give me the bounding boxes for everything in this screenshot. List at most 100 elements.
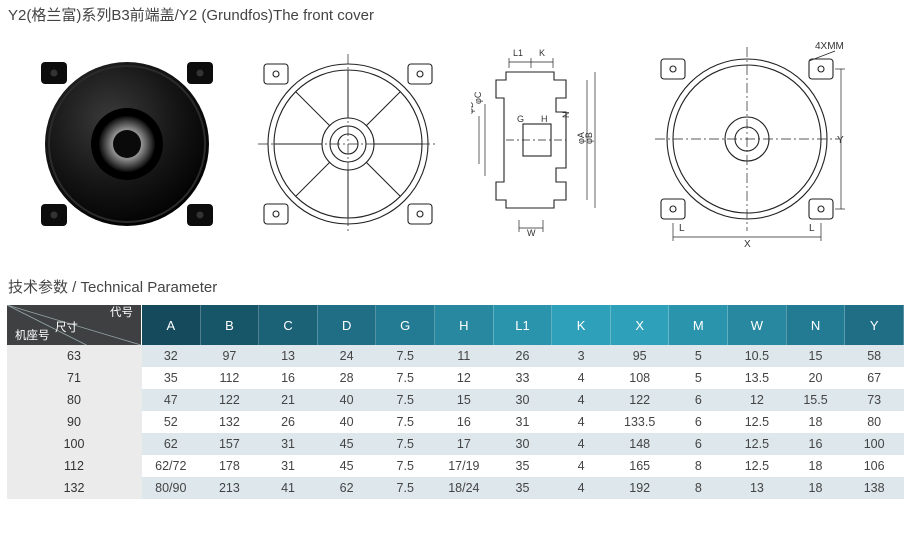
bolt-pattern-drawing: X Y 4XMM L L	[649, 39, 849, 254]
row-header: 100	[7, 433, 142, 455]
row-header: 132	[7, 477, 142, 499]
dim-k: K	[539, 48, 545, 58]
table-cell: 15	[786, 345, 845, 367]
side-section-drawing: L1 K φD φC G H N φA φB W	[471, 44, 621, 249]
table-cell: 4	[552, 477, 611, 499]
table-cell: 8	[669, 477, 728, 499]
table-corner-cell: 代号 尺寸 机座号	[7, 305, 142, 345]
table-cell: 4	[552, 367, 611, 389]
table-cell: 133.5	[610, 411, 669, 433]
dim-w: W	[527, 228, 536, 238]
table-row: 713511216287.512334108513.52067	[7, 367, 904, 389]
table-cell: 15.5	[786, 389, 845, 411]
table-cell: 31	[259, 455, 318, 477]
table-cell: 62	[317, 477, 376, 499]
table-cell: 40	[317, 389, 376, 411]
table-cell: 18	[786, 455, 845, 477]
table-cell: 10.5	[728, 345, 787, 367]
corner-top: 代号	[110, 308, 133, 320]
dim-c: φC	[473, 91, 483, 104]
row-header: 112	[7, 455, 142, 477]
section-label: 技术参数 / Technical Parameter	[6, 276, 904, 297]
table-row: 11262/7217831457.517/19354165812.518106	[7, 455, 904, 477]
table-cell: 30	[493, 433, 552, 455]
corner-mid: 尺寸	[55, 323, 78, 335]
column-header: L1	[493, 305, 552, 345]
table-cell: 8	[669, 455, 728, 477]
page-title: Y2(格兰富)系列B3前端盖/Y2 (Grundfos)The front co…	[6, 4, 904, 25]
table-cell: 7.5	[376, 455, 435, 477]
dim-l1: L1	[513, 48, 523, 58]
column-header: Y	[845, 305, 904, 345]
table-cell: 26	[259, 411, 318, 433]
table-row: 905213226407.516314133.5612.51880	[7, 411, 904, 433]
dim-b: φB	[584, 132, 594, 144]
table-row: 63329713247.51126395510.51558	[7, 345, 904, 367]
table-cell: 157	[200, 433, 259, 455]
table-cell: 6	[669, 433, 728, 455]
table-cell: 178	[200, 455, 259, 477]
table-cell: 26	[493, 345, 552, 367]
table-cell: 122	[610, 389, 669, 411]
row-header: 80	[7, 389, 142, 411]
table-cell: 18/24	[435, 477, 494, 499]
table-cell: 106	[845, 455, 904, 477]
table-row: 13280/9021341627.518/2435419281318138	[7, 477, 904, 499]
table-cell: 11	[435, 345, 494, 367]
table-cell: 47	[142, 389, 201, 411]
table-cell: 122	[200, 389, 259, 411]
table-cell: 16	[259, 367, 318, 389]
column-header: D	[317, 305, 376, 345]
dim-4xmm: 4XMM	[815, 41, 844, 52]
table-cell: 45	[317, 433, 376, 455]
table-cell: 165	[610, 455, 669, 477]
column-header: X	[610, 305, 669, 345]
table-cell: 35	[142, 367, 201, 389]
table-cell: 41	[259, 477, 318, 499]
table-cell: 28	[317, 367, 376, 389]
table-cell: 31	[493, 411, 552, 433]
column-header: G	[376, 305, 435, 345]
product-photo	[30, 49, 225, 244]
table-cell: 33	[493, 367, 552, 389]
table-cell: 62/72	[142, 455, 201, 477]
table-row: 1006215731457.517304148612.516100	[7, 433, 904, 455]
table-cell: 100	[845, 433, 904, 455]
table-cell: 4	[552, 433, 611, 455]
table-cell: 13	[728, 477, 787, 499]
table-cell: 5	[669, 367, 728, 389]
dim-n: N	[561, 112, 571, 119]
row-header: 63	[7, 345, 142, 367]
table-cell: 80/90	[142, 477, 201, 499]
table-cell: 58	[845, 345, 904, 367]
column-header: H	[435, 305, 494, 345]
figure-row: L1 K φD φC G H N φA φB W	[6, 39, 904, 254]
dim-y: Y	[837, 135, 844, 146]
table-cell: 52	[142, 411, 201, 433]
table-cell: 112	[200, 367, 259, 389]
table-cell: 7.5	[376, 433, 435, 455]
table-cell: 132	[200, 411, 259, 433]
table-cell: 3	[552, 345, 611, 367]
table-cell: 12.5	[728, 433, 787, 455]
table-cell: 16	[786, 433, 845, 455]
table-cell: 18	[786, 411, 845, 433]
table-cell: 17/19	[435, 455, 494, 477]
row-header: 90	[7, 411, 142, 433]
table-cell: 12.5	[728, 455, 787, 477]
table-cell: 148	[610, 433, 669, 455]
table-cell: 31	[259, 433, 318, 455]
table-cell: 6	[669, 389, 728, 411]
table-cell: 4	[552, 411, 611, 433]
table-cell: 45	[317, 455, 376, 477]
table-cell: 32	[142, 345, 201, 367]
table-cell: 192	[610, 477, 669, 499]
table-cell: 12.5	[728, 411, 787, 433]
table-cell: 213	[200, 477, 259, 499]
column-header: N	[786, 305, 845, 345]
dim-l-left: L	[679, 223, 685, 234]
table-cell: 97	[200, 345, 259, 367]
table-cell: 20	[786, 367, 845, 389]
column-header: M	[669, 305, 728, 345]
table-cell: 4	[552, 455, 611, 477]
